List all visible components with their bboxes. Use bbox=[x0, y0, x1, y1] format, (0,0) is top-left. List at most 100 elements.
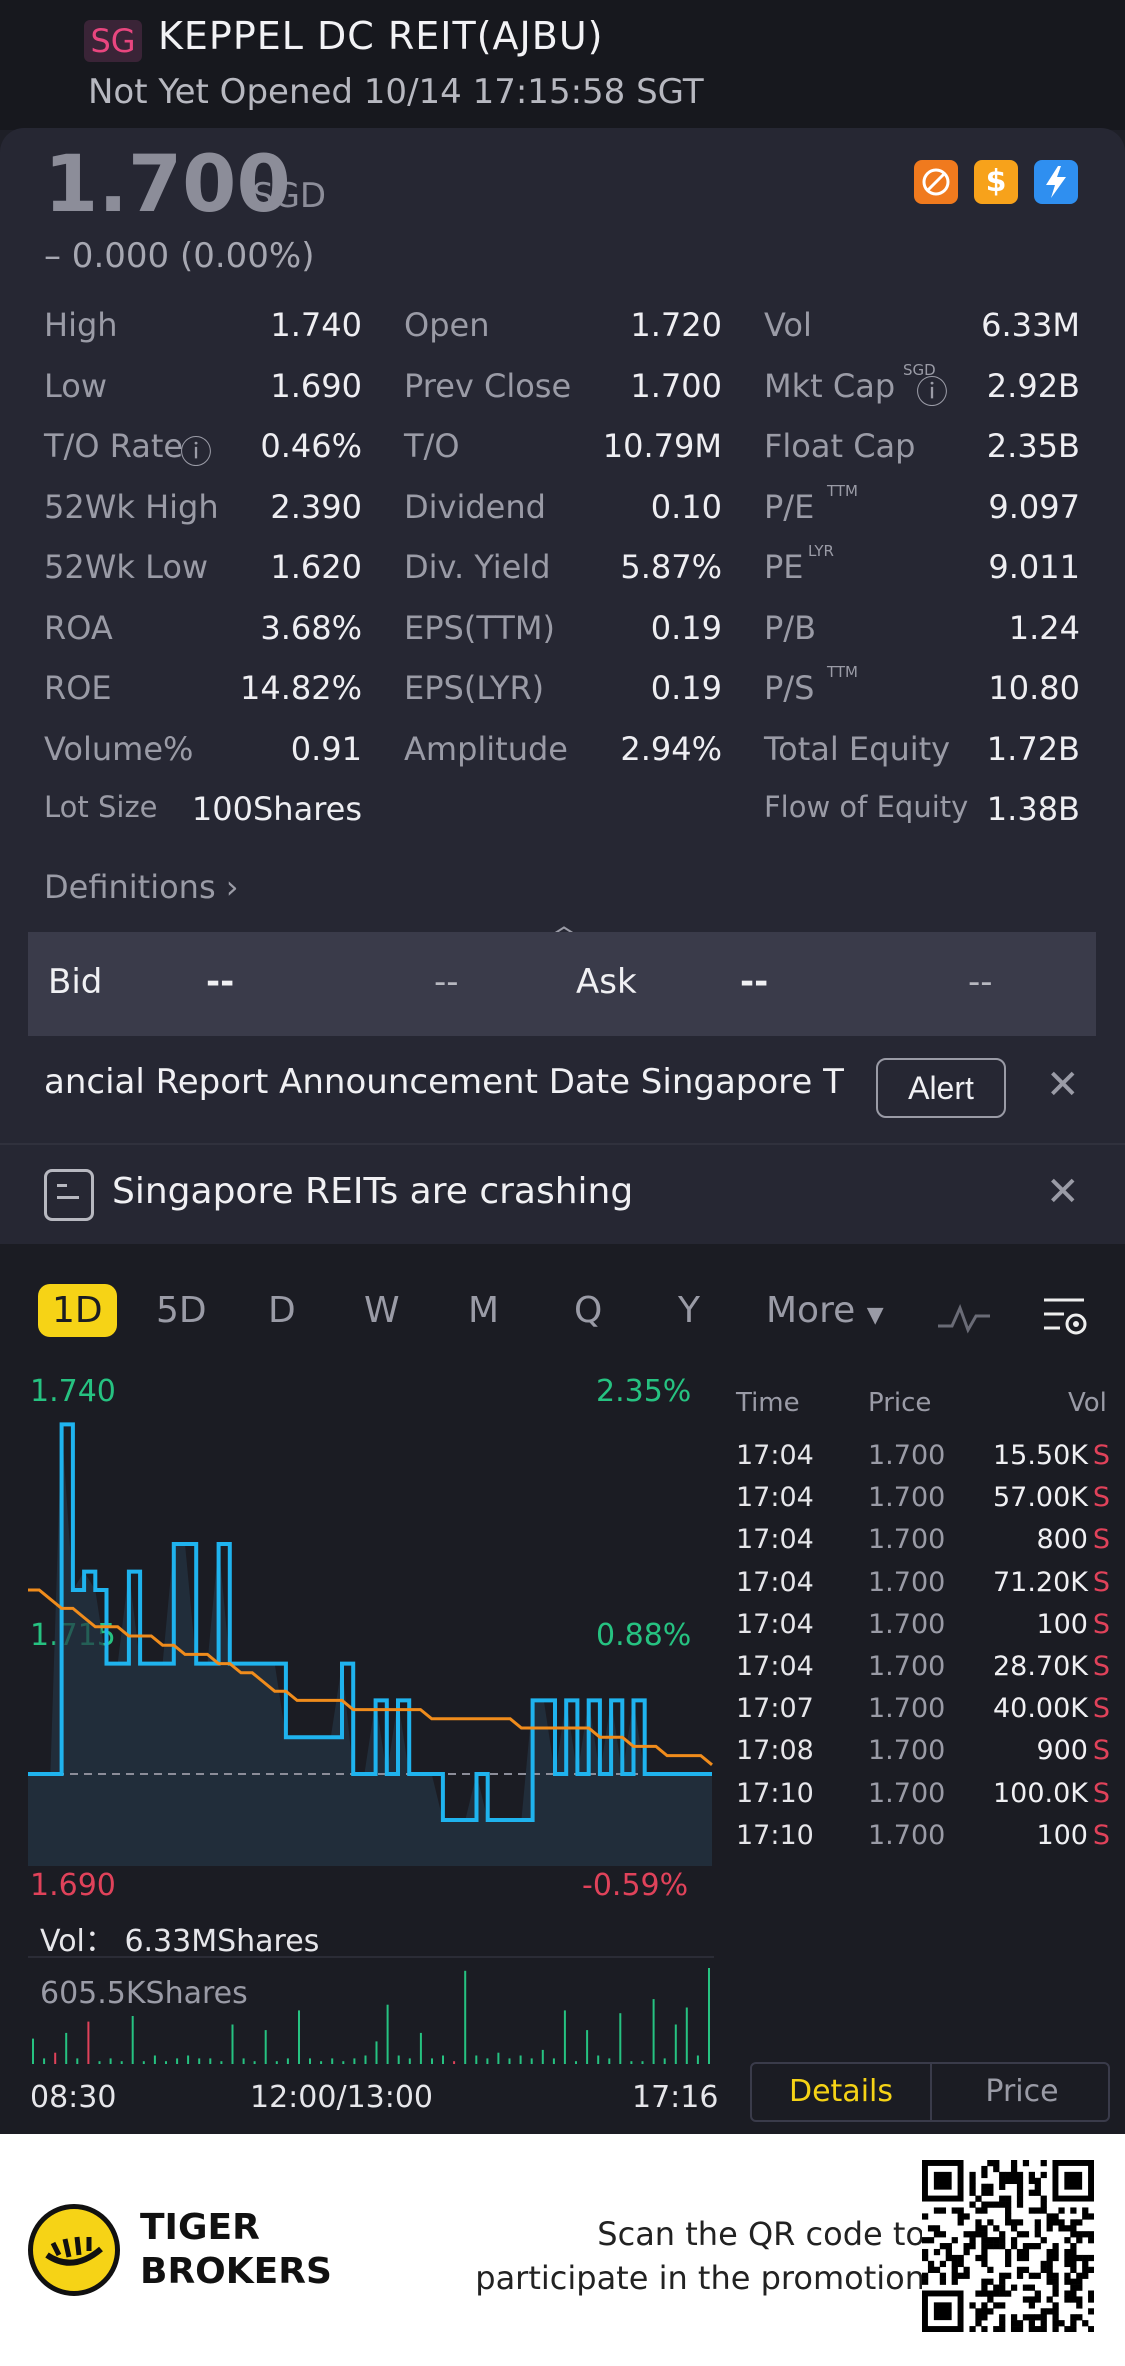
stat-total-equity: Total Equity 1.72B bbox=[764, 730, 1080, 774]
volume-chart[interactable] bbox=[28, 1960, 714, 2066]
stat-low: Low 1.690 bbox=[44, 367, 362, 411]
volume-bar bbox=[220, 2061, 223, 2064]
chart-settings-icon[interactable] bbox=[1040, 1294, 1090, 1344]
close-icon[interactable]: ✕ bbox=[1046, 1062, 1080, 1108]
definitions-link[interactable]: Definitions › bbox=[44, 868, 239, 906]
trade-side: S bbox=[1092, 1777, 1110, 1809]
stat-label: 52Wk High bbox=[44, 487, 219, 526]
volume-bar bbox=[419, 2032, 422, 2064]
qr-code-icon[interactable] bbox=[922, 2160, 1094, 2332]
stat-label: P/S bbox=[764, 669, 815, 707]
trade-side: S bbox=[1092, 1524, 1110, 1556]
dollar-icon[interactable]: $ bbox=[974, 160, 1018, 204]
brand-line-1: TIGER bbox=[140, 2207, 260, 2248]
stat-roe: ROE 14.82% bbox=[44, 669, 362, 713]
ask-price: -- bbox=[740, 962, 769, 1002]
tab-m[interactable]: M bbox=[468, 1290, 500, 1331]
tab-y[interactable]: Y bbox=[678, 1290, 700, 1331]
volume-bar bbox=[331, 2058, 334, 2064]
stat-label: Div. Yield bbox=[404, 548, 551, 586]
tab-1d[interactable]: 1D bbox=[38, 1284, 117, 1337]
news-bar[interactable]: Singapore REITs are crashing ✕ bbox=[0, 1143, 1125, 1243]
volume-bar bbox=[342, 2061, 345, 2064]
tab-5d[interactable]: 5D bbox=[156, 1290, 207, 1331]
stat-p-b: P/B 1.24 bbox=[764, 609, 1080, 653]
volume-bar bbox=[652, 1999, 655, 2064]
stat-label: P/E bbox=[764, 487, 815, 526]
stat-value: 0.91 bbox=[290, 729, 362, 768]
bid-label: Bid bbox=[48, 962, 103, 1002]
volume-bar bbox=[309, 2058, 311, 2064]
promo-line-2: participate in the promotion bbox=[475, 2259, 925, 2297]
stat-div-yield: Div. Yield 5.87% bbox=[404, 548, 722, 592]
trade-volume: 71.20K bbox=[992, 1566, 1088, 1598]
volume-bar bbox=[685, 2007, 688, 2064]
price-button[interactable]: Price bbox=[985, 2074, 1059, 2109]
news-headline[interactable]: Singapore REITs are crashing bbox=[112, 1171, 634, 1212]
x-axis-end: 17:16 bbox=[632, 2080, 719, 2115]
stat-amplitude: Amplitude 2.94% bbox=[404, 730, 722, 774]
close-icon[interactable]: ✕ bbox=[1046, 1169, 1080, 1215]
stat-52wk-low: 52Wk Low 1.620 bbox=[44, 548, 362, 592]
stat-label: Amplitude bbox=[404, 729, 568, 768]
stat-flow-of-equity: Flow of Equity 1.38B bbox=[764, 790, 1080, 834]
volume-label: Vol： 6.33MShares bbox=[40, 1916, 319, 1960]
volume-bar bbox=[431, 2058, 433, 2064]
stat-value: 2.94% bbox=[620, 729, 722, 768]
announcement-text[interactable]: ancial Report Announcement Date Singapor… bbox=[44, 1062, 844, 1102]
stat-value: 14.82% bbox=[239, 669, 362, 707]
volume-bar bbox=[508, 2058, 511, 2064]
volume-bar bbox=[87, 2021, 90, 2064]
volume-bar bbox=[176, 2058, 179, 2064]
info-icon[interactable]: ⓘ bbox=[916, 372, 949, 411]
trade-time: 17:04 bbox=[736, 1524, 814, 1556]
stat-value: 1.700 bbox=[630, 366, 722, 405]
volume-bar bbox=[475, 2055, 478, 2064]
stock-title[interactable]: KEPPEL DC REIT(AJBU) bbox=[158, 14, 604, 58]
trade-volume: 100.0K bbox=[992, 1777, 1088, 1809]
trade-row: 17:04 1.700 28.70K S bbox=[736, 1651, 1110, 1691]
trade-row: 17:07 1.700 40.00K S bbox=[736, 1693, 1110, 1733]
stat-label: Vol bbox=[764, 306, 812, 344]
trade-time: 17:04 bbox=[736, 1440, 814, 1471]
stat-value: 2.35B bbox=[986, 427, 1080, 465]
volume-bar bbox=[98, 2061, 101, 2064]
volume-bar bbox=[397, 2055, 400, 2064]
intraday-price-chart[interactable] bbox=[28, 1406, 714, 1866]
tab-w[interactable]: W bbox=[364, 1290, 400, 1331]
ask-label: Ask bbox=[576, 962, 637, 1002]
volume-bar bbox=[231, 2024, 234, 2064]
trade-price: 1.700 bbox=[868, 1735, 946, 1767]
stat-label: Prev Close bbox=[404, 366, 572, 405]
stat-dividend: Dividend 0.10 bbox=[404, 488, 722, 532]
ts-header-time: Time bbox=[736, 1388, 800, 1418]
header: SG KEPPEL DC REIT(AJBU) Not Yet Opened 1… bbox=[0, 0, 1125, 130]
volume-bar bbox=[408, 2058, 411, 2064]
stat-value: 9.011 bbox=[988, 548, 1080, 586]
average-price-line bbox=[28, 1588, 713, 1766]
indicator-icon[interactable] bbox=[936, 1298, 992, 1342]
details-button[interactable]: Details bbox=[752, 2064, 932, 2120]
announcement-bar: ancial Report Announcement Date Singapor… bbox=[0, 1040, 1125, 1140]
promo-text: Scan the QR code to participate in the p… bbox=[475, 2212, 925, 2300]
volume-bar bbox=[575, 2061, 577, 2064]
stat-pe: PE LYR 9.011 bbox=[764, 542, 1080, 592]
no-short-icon[interactable] bbox=[914, 160, 958, 204]
info-icon[interactable]: ⓘ bbox=[180, 433, 213, 471]
bid-size: -- bbox=[434, 962, 459, 1002]
tab-d[interactable]: D bbox=[268, 1290, 296, 1331]
volume-bar bbox=[320, 2061, 323, 2064]
chart-mid-pct: 0.88% bbox=[596, 1618, 692, 1653]
volume-bar bbox=[608, 2058, 611, 2064]
stat-label: Open bbox=[404, 306, 490, 344]
tab-q[interactable]: Q bbox=[574, 1290, 603, 1331]
alert-button[interactable]: Alert bbox=[876, 1058, 1006, 1118]
stat-label: Mkt Cap bbox=[764, 366, 896, 405]
volume-label-text: Vol： bbox=[40, 1924, 115, 1959]
trade-volume: 15.50K bbox=[992, 1440, 1088, 1471]
stat-open: Open 1.720 bbox=[404, 306, 722, 350]
stat-label: Dividend bbox=[404, 487, 546, 526]
tab-more[interactable]: More ▼ bbox=[766, 1290, 884, 1331]
stat-label: Lot Size bbox=[44, 790, 158, 824]
flash-icon[interactable] bbox=[1034, 160, 1078, 204]
